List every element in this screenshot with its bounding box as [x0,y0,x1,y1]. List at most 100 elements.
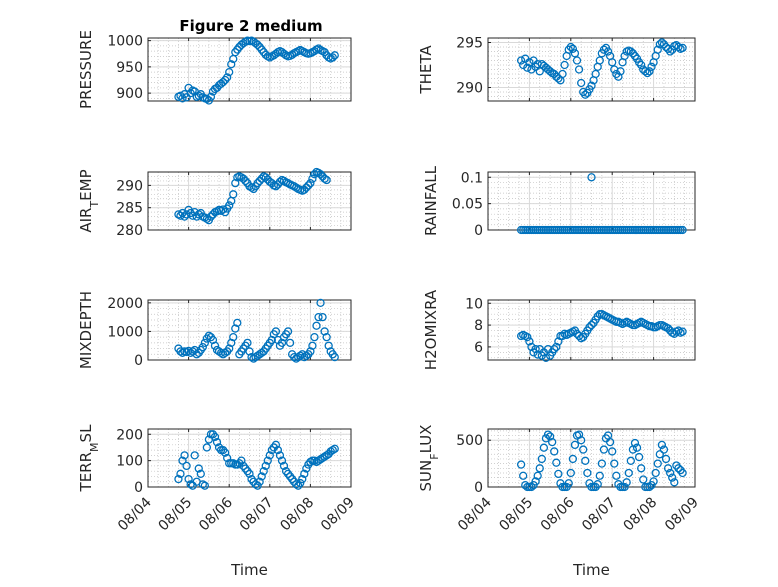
y-tick-label: 280 [116,223,143,239]
data-point [251,480,260,489]
data-point [649,477,658,486]
data-point [308,341,317,350]
y-axis-label: AIRTEMP [77,169,101,232]
data-point [581,456,590,465]
data-point [670,478,679,487]
data-point [300,469,309,478]
y-tick-label: 285 [116,201,143,217]
data-point [566,42,575,52]
data-point [227,60,236,69]
data-point [290,352,299,362]
data-point [608,58,617,67]
data-point [647,62,656,71]
data-point [523,63,532,72]
x-tick-label: 08/04 [455,494,495,534]
y-tick-label: 290 [456,81,483,97]
data-point [296,478,305,488]
data-point [245,347,254,356]
y-tick-label: 6 [474,340,483,356]
y-axis-label: TERRMSL [77,424,101,493]
data-point [678,468,687,478]
data-point [255,477,264,486]
data-point [539,443,549,452]
data-point [558,69,567,79]
data-point [322,175,331,185]
data-point [229,190,238,199]
data-point [550,447,559,456]
data-point [200,338,209,348]
data-point [182,210,191,219]
y-tick-label: 100 [116,454,143,470]
data-point [577,78,586,88]
data-point [630,438,640,448]
data-point [570,49,580,58]
data-point [312,457,321,467]
data-point [639,475,648,484]
data-point [637,464,646,473]
data-point [564,479,573,488]
data-point [320,327,329,336]
x-tick-label: 08/09 [318,495,358,535]
data-point [663,464,673,473]
data-point [184,474,193,484]
data-point [310,46,319,56]
data-point [259,467,268,476]
data-point [554,469,563,479]
data-point [663,324,673,333]
data-point [674,42,683,52]
panel-h2omixra: 6 8 10 H2OMIXRA [422,289,696,370]
panel-rainfall: 0 0.05 0.1 RAINFALL [422,165,696,239]
panel-air_temp: 280 285 290 AIRTEMP [77,167,352,239]
data-point [253,40,262,49]
data-point [678,327,687,336]
y-axis-label: SUNFLUX [417,425,441,492]
y-tick-label: 0 [134,480,143,496]
data-point [216,348,226,358]
data-point [593,480,602,489]
data-point [531,344,540,354]
x-axis-label: Time [230,561,268,579]
data-point [229,332,238,342]
data-point [566,468,575,478]
data-point [277,456,287,465]
data-point [198,480,207,489]
data-point [265,451,274,460]
y-tick-label: 0 [474,223,483,239]
data-point [554,74,563,83]
y-tick-label: 200 [116,427,143,443]
data-point [267,335,276,345]
data-point [328,53,337,62]
data-point [202,443,212,452]
data-point [527,65,536,74]
data-point [202,214,212,223]
data-point [310,170,319,179]
data-point [182,461,191,471]
x-tick-label: 08/09 [662,495,702,535]
y-tick-label: 0 [474,480,483,496]
x-tick-label: 08/08 [277,495,317,535]
data-point [608,447,617,456]
data-point [330,51,339,60]
data-point [531,477,540,486]
data-point [314,312,323,322]
axes-box [487,37,696,102]
data-point [678,43,687,53]
data-point [545,432,555,441]
data-point [568,454,578,464]
data-point [310,332,319,342]
data-point [610,459,619,468]
y-axis-label: H2OMIXRA [422,289,440,370]
data-point [208,335,218,345]
data-point [237,456,246,465]
data-point [210,341,220,350]
data-point [218,77,228,87]
panel-sun_flux: 0 500 SUNFLUX 08/04 08/05 08/06 08/07 08/08 08/0… [417,425,702,579]
data-point [225,344,234,353]
data-point [659,445,669,454]
data-point [271,327,281,336]
data-point [271,182,281,191]
data-point [516,460,526,469]
x-axis-label: Time [572,561,610,579]
data-point [320,452,329,461]
panel-theta: 290 295 THETA [417,36,696,102]
